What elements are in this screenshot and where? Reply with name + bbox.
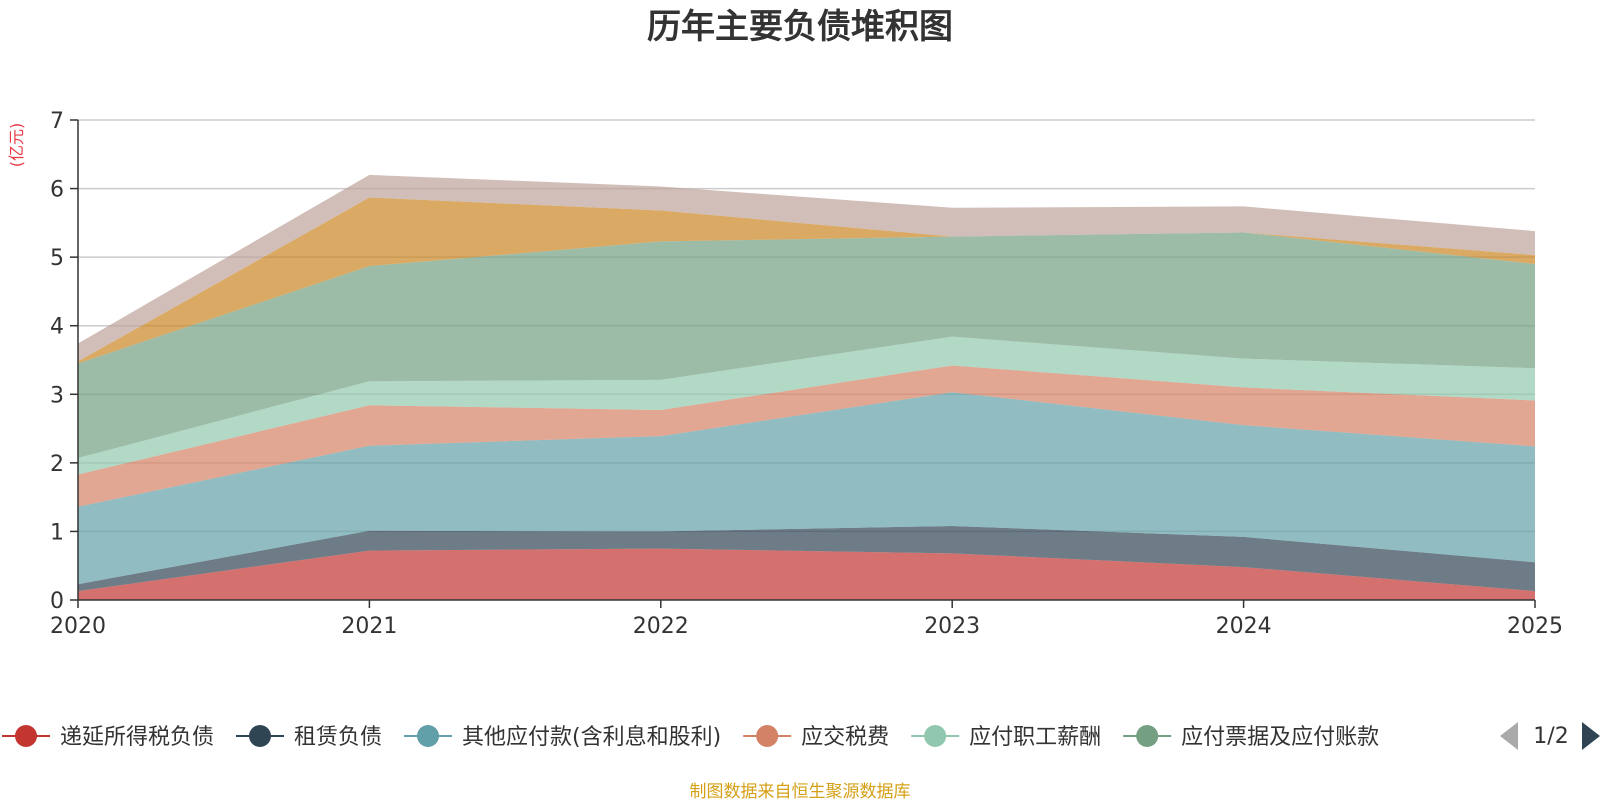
area-series <box>78 174 1535 600</box>
x-tick-label: 2025 <box>1507 614 1563 639</box>
y-tick-label: 6 <box>50 178 64 203</box>
chart-title: 历年主要负债堆积图 <box>647 7 953 47</box>
x-tick-label: 2022 <box>633 614 689 639</box>
legend-item[interactable]: 递延所得税负债 <box>2 725 214 750</box>
area-1 <box>78 548 1535 600</box>
legend-marker-icon <box>756 725 779 747</box>
y-tick-label: 7 <box>50 109 64 134</box>
area-8 <box>78 174 1535 362</box>
area-2 <box>78 525 1535 592</box>
area-3 <box>78 392 1535 585</box>
y-tick-label: 3 <box>50 383 64 408</box>
legend-page-indicator: 1/2 <box>1533 724 1568 749</box>
y-axis-ticks: 0 1 2 3 4 5 6 7 <box>50 109 78 614</box>
legend-label: 租赁负债 <box>294 725 382 750</box>
x-tick-label: 2024 <box>1216 614 1272 639</box>
legend-label: 应付职工薪酬 <box>969 725 1101 750</box>
legend-label: 应交税费 <box>801 725 889 750</box>
legend-label: 应付票据及应付账款 <box>1181 725 1379 750</box>
legend-item[interactable]: 应付职工薪酬 <box>911 725 1101 750</box>
legend-marker-icon <box>249 725 272 747</box>
area-5 <box>78 336 1535 475</box>
y-tick-label: 5 <box>50 246 64 271</box>
legend-marker-icon <box>15 725 37 747</box>
data-source-note: 制图数据来自恒生聚源数据库 <box>690 782 911 800</box>
legend-item[interactable]: 应交税费 <box>743 725 889 750</box>
legend: 递延所得税负债 租赁负债 其他应付款(含利息和股利) 应交税费 应付职工薪酬 应付票据及应… <box>2 725 1379 750</box>
y-axis-label: (亿元) <box>7 123 26 168</box>
axes <box>77 120 1535 601</box>
legend-label: 递延所得税负债 <box>60 725 214 750</box>
y-tick-label: 0 <box>50 589 64 614</box>
legend-next-arrow-icon[interactable] <box>1582 722 1600 750</box>
y-tick-label: 4 <box>50 315 64 340</box>
area-6 <box>78 232 1535 459</box>
legend-marker-icon <box>924 725 947 747</box>
x-axis-ticks: 2020 2021 2022 2023 2024 2025 <box>50 600 1563 639</box>
x-tick-label: 2021 <box>341 614 397 639</box>
legend-item[interactable]: 其他应付款(含利息和股利) <box>404 725 721 750</box>
legend-marker-icon <box>1136 725 1159 747</box>
legend-pager: 1/2 <box>1500 722 1600 750</box>
y-tick-label: 1 <box>50 520 64 545</box>
x-tick-label: 2020 <box>50 614 106 639</box>
legend-label: 其他应付款(含利息和股利) <box>462 725 721 750</box>
legend-marker-icon <box>417 725 440 747</box>
area-7 <box>78 197 1535 364</box>
x-tick-label: 2023 <box>924 614 980 639</box>
y-tick-label: 2 <box>50 452 64 477</box>
legend-prev-arrow-icon[interactable] <box>1500 722 1518 750</box>
legend-item[interactable]: 应付票据及应付账款 <box>1123 725 1379 750</box>
legend-item[interactable]: 租赁负债 <box>236 725 382 750</box>
area-4 <box>78 365 1535 507</box>
